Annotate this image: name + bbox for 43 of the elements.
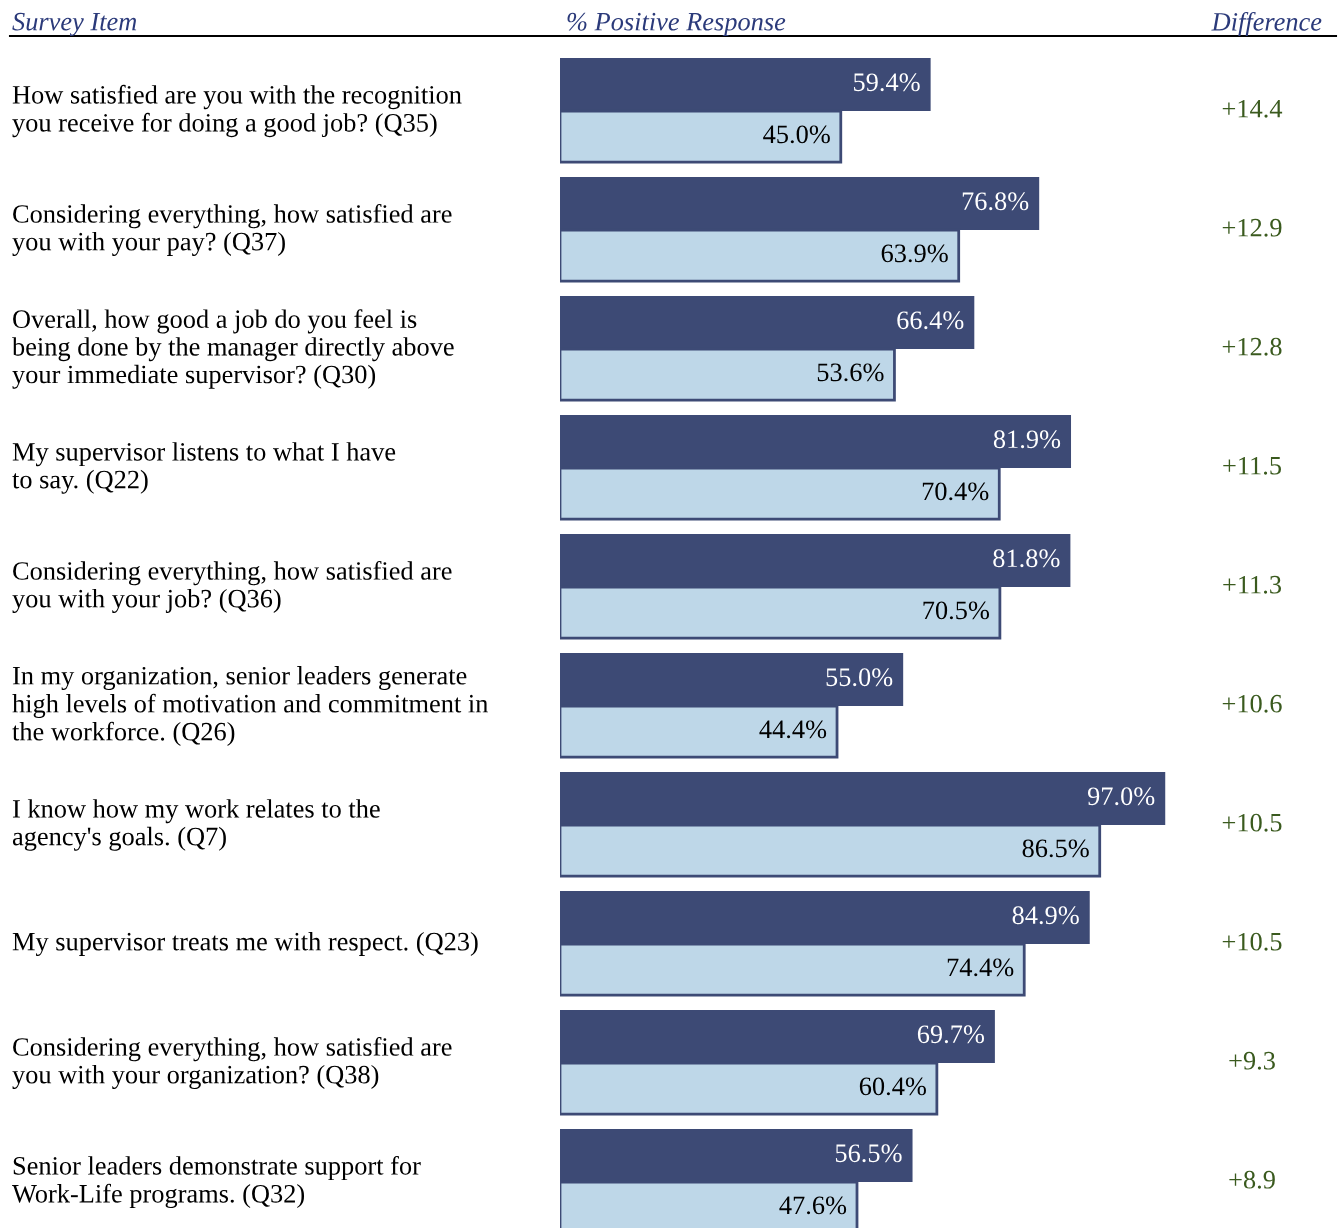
data-label: 81.9% <box>993 430 1061 449</box>
text: +14.4 <box>1222 99 1283 118</box>
text: +8.9 <box>1229 1170 1275 1189</box>
data-label: 66.4% <box>897 311 964 330</box>
x-axis-title: % Positive Response <box>567 12 786 36</box>
y-tick-label: I know how my work relates to the agency's goals. (Q7) <box>12 799 380 851</box>
y-tick-label: How satisfied are you with the recognition you receive for doing a good job? (Q35) <box>12 84 462 138</box>
y-tick-label: Considering everything, how satisfied are you with your pay? (Q37) <box>12 204 452 256</box>
data-label: 56.5% <box>835 1144 902 1163</box>
data-label: 81.8% <box>993 549 1060 568</box>
data-label: 60.4% <box>859 1077 926 1096</box>
data-label: 44.4% <box>759 720 827 739</box>
text: +12.8 <box>1222 337 1282 356</box>
y-tick-label: Overall, how good a job do you feel is being done by the manager directly above your immediate supervisor? (Q30) <box>12 309 454 389</box>
data-label: 74.4% <box>947 958 1014 977</box>
y-tick-label: Considering everything, how satisfied are you with your job? (Q36) <box>12 561 452 613</box>
data-label: 76.8% <box>962 192 1029 211</box>
y-tick-label: My supervisor treats me with respect. (Q23) <box>12 932 478 956</box>
y-tick-label: In my organization, senior leaders generate high levels of motivation and commitment in the workforce. (Q26) <box>12 666 488 746</box>
data-label: 86.5% <box>1022 839 1089 858</box>
data-label: 55.0% <box>826 668 893 687</box>
y-axis-title: Survey Item <box>12 12 137 36</box>
y-tick-label: Senior leaders demonstrate support for Work-Life programs. (Q32) <box>12 1155 421 1209</box>
data-label: 84.9% <box>1012 906 1079 925</box>
data-label: 63.9% <box>881 244 948 263</box>
data-label: 70.5% <box>923 601 990 620</box>
data-label: 97.0% <box>1087 787 1155 806</box>
text: +11.3 <box>1223 575 1282 594</box>
data-label: 69.7% <box>917 1025 985 1044</box>
text: +10.5 <box>1222 813 1282 832</box>
text: +11.5 <box>1223 456 1282 475</box>
text: +9.3 <box>1229 1051 1275 1070</box>
text: Difference <box>1211 11 1322 37</box>
y-tick-label: Considering everything, how satisfied are you with your organization? (Q38) <box>12 1037 452 1089</box>
data-label: 45.0% <box>763 125 830 144</box>
data-label: 53.6% <box>817 363 884 382</box>
data-label: 47.6% <box>779 1196 847 1215</box>
text: +10.5 <box>1222 932 1282 951</box>
data-label: 70.4% <box>922 482 989 501</box>
data-label: 59.4% <box>854 73 920 92</box>
y-tick-label: My supervisor listens to what I have to say. (Q22) <box>12 442 396 494</box>
text: +12.9 <box>1222 218 1282 237</box>
text: +10.6 <box>1222 694 1282 713</box>
